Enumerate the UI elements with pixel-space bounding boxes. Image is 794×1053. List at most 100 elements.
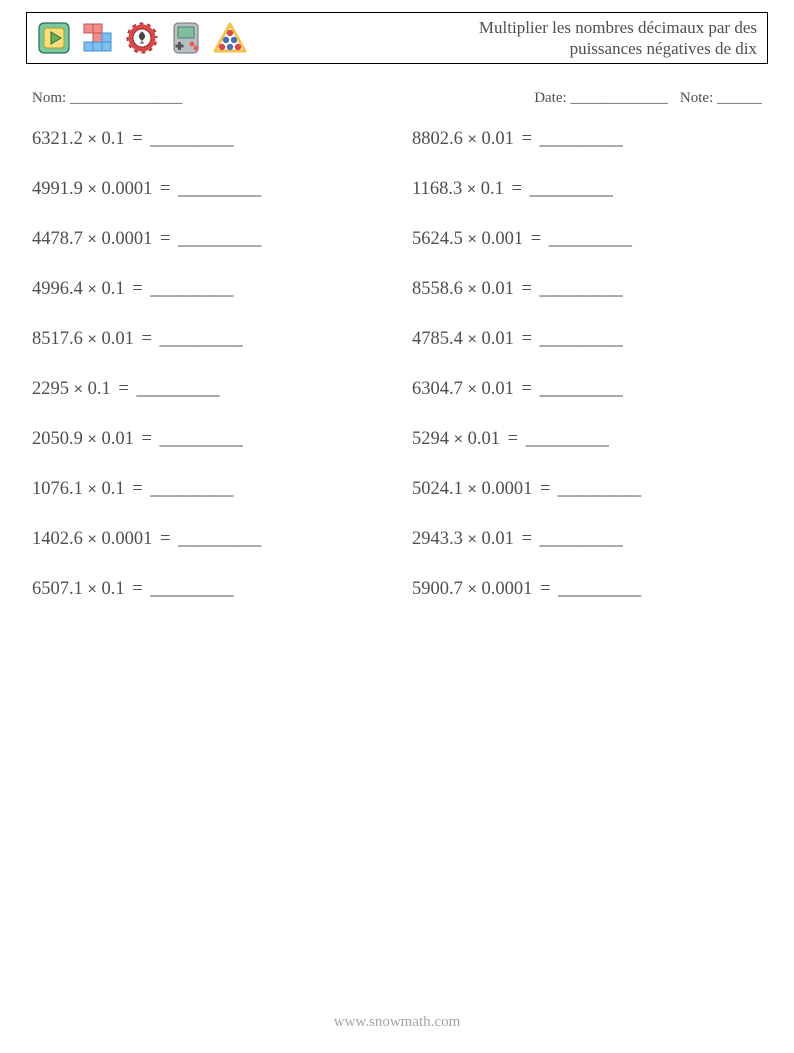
operand-b: 0.01 — [101, 329, 133, 349]
equals-sign: = — [526, 229, 546, 249]
multiply-symbol: × — [88, 431, 97, 448]
operand-a: 5294 — [412, 429, 449, 449]
operand-a: 4785.4 — [412, 329, 463, 349]
equals-sign: = — [128, 579, 148, 599]
operand-a: 6321.2 — [32, 129, 83, 149]
operand-b: 0.01 — [481, 329, 513, 349]
multiply-symbol: × — [468, 581, 477, 598]
operand-b: 0.1 — [101, 279, 124, 299]
operand-b: 0.01 — [481, 379, 513, 399]
operand-b: 0.1 — [88, 379, 111, 399]
answer-blank: _________ — [150, 479, 233, 499]
equals-sign: = — [155, 229, 175, 249]
operand-a: 1402.6 — [32, 529, 83, 549]
operand-a: 8517.6 — [32, 329, 83, 349]
operand-b: 0.01 — [481, 129, 513, 149]
poker-chip-icon — [125, 21, 159, 55]
multiply-symbol: × — [467, 181, 476, 198]
tetris-icon — [81, 21, 115, 55]
operand-a: 1168.3 — [412, 179, 462, 199]
operand-a: 4996.4 — [32, 279, 83, 299]
answer-blank: _________ — [540, 379, 623, 399]
multiply-symbol: × — [468, 381, 477, 398]
note-label: Note: ______ — [680, 90, 762, 107]
equals-sign: = — [517, 279, 537, 299]
operand-a: 8802.6 — [412, 129, 463, 149]
equals-sign: = — [517, 529, 537, 549]
operand-b: 0.01 — [468, 429, 500, 449]
answer-blank: _________ — [178, 529, 261, 549]
equals-sign: = — [155, 179, 175, 199]
multiply-symbol: × — [74, 381, 83, 398]
equals-sign: = — [137, 429, 157, 449]
operand-a: 2295 — [32, 379, 69, 399]
multiply-symbol: × — [88, 131, 97, 148]
meta-spacer — [182, 90, 534, 107]
multiply-symbol: × — [468, 481, 477, 498]
equals-sign: = — [128, 279, 148, 299]
problem-right-2: 1168.3 × 0.1 = _________ — [412, 179, 762, 200]
answer-blank: _________ — [178, 179, 261, 199]
meta-row: Nom: _______________ Date: _____________… — [32, 90, 762, 107]
answer-blank: _________ — [540, 529, 623, 549]
operand-a: 6507.1 — [32, 579, 83, 599]
multiply-symbol: × — [468, 531, 477, 548]
multiply-symbol: × — [468, 131, 477, 148]
meta-gap — [668, 90, 680, 107]
multiply-symbol: × — [88, 331, 97, 348]
operand-b: 0.0001 — [481, 479, 532, 499]
equals-sign: = — [507, 179, 527, 199]
problem-right-10: 5900.7 × 0.0001 = _________ — [412, 579, 762, 600]
problem-left-9: 1402.6 × 0.0001 = _________ — [32, 529, 382, 550]
equals-sign: = — [503, 429, 523, 449]
worksheet-page: Multiplier les nombres décimaux par des … — [0, 0, 794, 1053]
multiply-symbol: × — [88, 181, 97, 198]
operand-a: 5900.7 — [412, 579, 463, 599]
multiply-symbol: × — [88, 531, 97, 548]
name-label: Nom: _______________ — [32, 90, 182, 107]
operand-b: 0.1 — [481, 179, 504, 199]
problem-left-7: 2050.9 × 0.01 = _________ — [32, 429, 382, 450]
operand-b: 0.0001 — [101, 179, 152, 199]
operand-a: 2943.3 — [412, 529, 463, 549]
handheld-console-icon — [169, 21, 203, 55]
equals-sign: = — [535, 479, 555, 499]
date-label: Date: _____________ — [534, 90, 668, 107]
problem-right-7: 5294 × 0.01 = _________ — [412, 429, 762, 450]
play-icon — [37, 21, 71, 55]
multiply-symbol: × — [88, 481, 97, 498]
equals-sign: = — [535, 579, 555, 599]
equals-sign: = — [137, 329, 157, 349]
multiply-symbol: × — [88, 581, 97, 598]
operand-a: 4478.7 — [32, 229, 83, 249]
answer-blank: _________ — [150, 579, 233, 599]
problem-right-6: 6304.7 × 0.01 = _________ — [412, 379, 762, 400]
problems-grid: 6321.2 × 0.1 = _________8802.6 × 0.01 = … — [26, 129, 768, 600]
operand-a: 4991.9 — [32, 179, 83, 199]
operand-a: 2050.9 — [32, 429, 83, 449]
equals-sign: = — [128, 129, 148, 149]
problem-right-9: 2943.3 × 0.01 = _________ — [412, 529, 762, 550]
answer-blank: _________ — [558, 579, 641, 599]
answer-blank: _________ — [540, 329, 623, 349]
problem-left-2: 4991.9 × 0.0001 = _________ — [32, 179, 382, 200]
multiply-symbol: × — [454, 431, 463, 448]
equals-sign: = — [155, 529, 175, 549]
answer-blank: _________ — [136, 379, 219, 399]
operand-b: 0.0001 — [101, 529, 152, 549]
problem-right-5: 4785.4 × 0.01 = _________ — [412, 329, 762, 350]
multiply-symbol: × — [468, 231, 477, 248]
answer-blank: _________ — [540, 129, 623, 149]
operand-b: 0.0001 — [481, 579, 532, 599]
operand-b: 0.0001 — [101, 229, 152, 249]
equals-sign: = — [114, 379, 134, 399]
operand-a: 5624.5 — [412, 229, 463, 249]
problem-right-8: 5024.1 × 0.0001 = _________ — [412, 479, 762, 500]
answer-blank: _________ — [178, 229, 261, 249]
answer-blank: _________ — [150, 279, 233, 299]
operand-b: 0.1 — [101, 479, 124, 499]
answer-blank: _________ — [530, 179, 613, 199]
title-line1: Multiplier les nombres décimaux par des — [479, 18, 757, 37]
header-icons — [27, 21, 247, 55]
problem-left-3: 4478.7 × 0.0001 = _________ — [32, 229, 382, 250]
